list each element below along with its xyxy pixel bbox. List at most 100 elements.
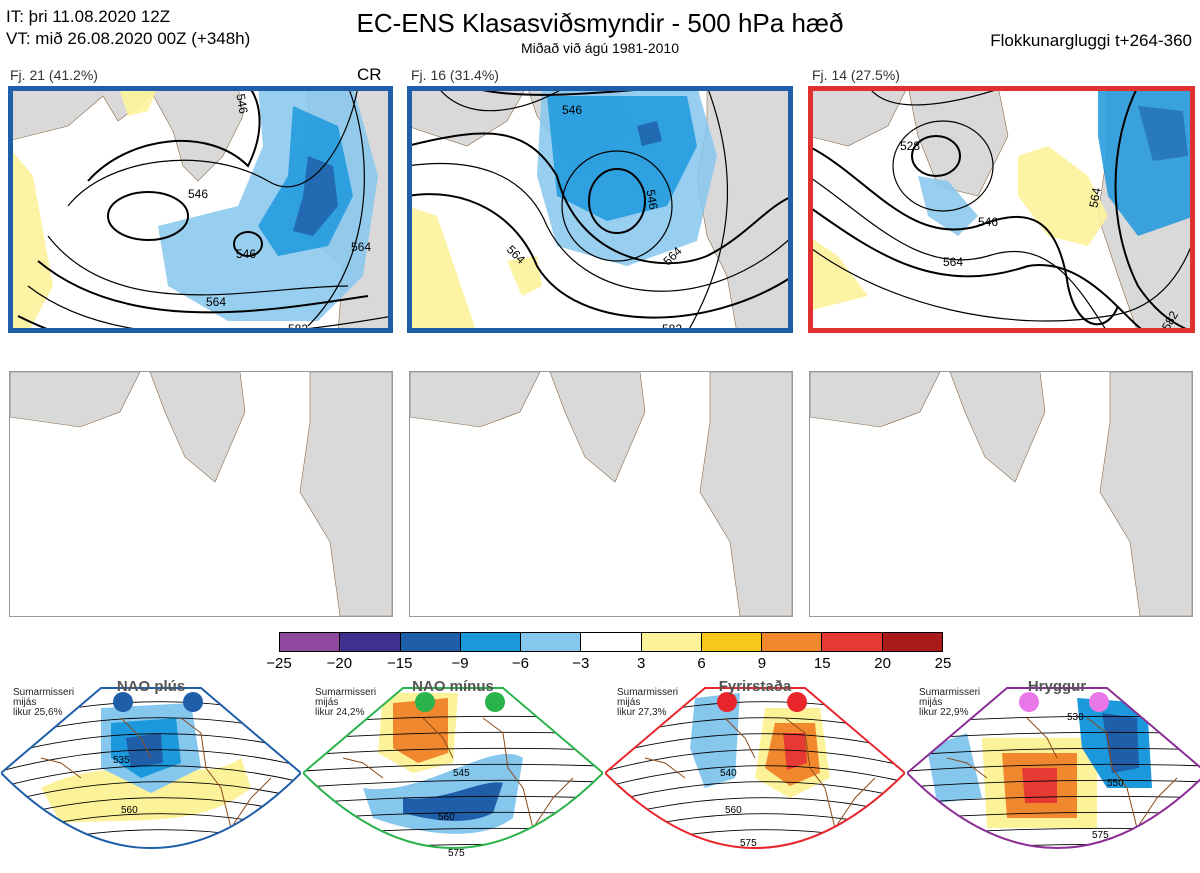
contour-label: 575 (448, 848, 465, 859)
color-scale-swatch (640, 633, 701, 651)
regime-info-prob: likur 24,2% (315, 707, 365, 718)
color-scale-tick-label: 3 (637, 655, 646, 672)
regime-panel: 530 550 575 Hryggur Sumarmisseri mijás likur 2… (905, 678, 1200, 868)
height-contour (907, 779, 1200, 788)
contour-label-1f: 582 (288, 322, 308, 333)
color-scale-tick-label: −9 (451, 655, 469, 672)
header-left: IT: þri 11.08.2020 12Z VT: mið 26.08.202… (6, 6, 250, 50)
contour-label: 550 (1107, 778, 1124, 789)
cluster-2-frame (407, 86, 793, 333)
coastline (342, 717, 574, 830)
color-scale-swatch (821, 633, 882, 651)
regime-info-mean: mijás (13, 697, 37, 708)
anomaly-shading (126, 733, 163, 768)
regime-info-mean: mijás (315, 697, 339, 708)
regime-map: 545 560 575 (301, 687, 605, 859)
contour-label-2b: 546 (643, 188, 660, 210)
anomaly-shading (690, 693, 740, 788)
regime-panel: 545 560 575 NAO mínus Sumarmisseri mijás likur… (301, 678, 605, 868)
page-title: EC-ENS Klasasviðsmyndir - 500 hPa hæð (356, 8, 844, 38)
regime-info: Sumarmisseri mijás likur 22,9% (919, 688, 980, 718)
contour-label-3b: 546 (978, 215, 998, 229)
height-contour (1, 781, 301, 804)
contour-label-1c: 546 (233, 93, 250, 115)
page-subtitle: Miðað við ágú 1981-2010 (520, 40, 679, 56)
color-scale-tick-label: −6 (511, 655, 529, 672)
regime-panel: 540 560 575 Fyrirstaða Sumarmisseri mijás liku… (603, 678, 907, 868)
cluster-2-label: Fj. 16 (31.4%) (411, 67, 499, 83)
height-contour (907, 747, 1200, 756)
regime-title: Hryggur (1027, 678, 1087, 695)
color-scale-swatch (520, 633, 581, 651)
regime-map: 530 550 575 (905, 687, 1200, 849)
anomaly-shading (1102, 713, 1139, 773)
height-contour (605, 749, 905, 772)
regime-dot (1019, 692, 1039, 712)
color-scale-swatch (280, 633, 340, 651)
regime-map: 535 560 (0, 687, 303, 849)
cluster-2-map: 546 546 564 564 582 (407, 86, 793, 333)
color-scale-swatch (580, 633, 641, 651)
valid-time: VT: mið 26.08.2020 00Z (+348h) (6, 29, 251, 48)
cluster-1-label: Fj. 21 (41.2%) (10, 67, 98, 83)
cluster-3-frame (808, 86, 1195, 333)
regime-border (301, 687, 605, 849)
regime-dot (113, 692, 133, 712)
regime-info: Sumarmisseri mijás likur 24,2% (315, 688, 376, 718)
contour-label-1d: 564 (206, 295, 226, 309)
height-contour (907, 763, 1200, 772)
height-contour (605, 733, 905, 756)
color-scale-tick-label: 6 (697, 655, 706, 672)
regime-dot (183, 692, 203, 712)
contour-label: 535 (113, 755, 130, 766)
regime-info-mean: mijás (617, 697, 641, 708)
color-scale-swatch (881, 633, 942, 651)
height-contour (1, 765, 301, 788)
color-scale-tick-label: 15 (813, 655, 831, 672)
cluster-1-cr: CR (357, 65, 382, 84)
regime-border (905, 687, 1200, 849)
regime-border (0, 687, 303, 849)
regime-info-season: Sumarmisseri (617, 687, 679, 698)
cluster-3-label: Fj. 14 (27.5%) (812, 67, 900, 83)
height-contour (605, 781, 905, 804)
coastline (946, 717, 1178, 830)
color-scale-tick-label: 20 (874, 655, 891, 672)
anomaly-shading (783, 733, 807, 770)
height-contour (907, 795, 1200, 804)
height-contour (303, 779, 603, 788)
regime-dot (415, 692, 435, 712)
contour-label: 575 (1092, 830, 1109, 841)
contour-label: 560 (121, 805, 138, 816)
contour-label-1b: 546 (236, 247, 256, 261)
regime-info-season: Sumarmisseri (13, 687, 75, 698)
regime-border (603, 687, 907, 849)
empty-map-3 (809, 371, 1193, 617)
height-contour (303, 763, 603, 772)
regime-title: NAO mínus (412, 678, 494, 695)
regime-panel: 535 560 NAO plús Sumarmisseri mijás likur 25,… (0, 678, 303, 868)
contour-label-1e: 564 (351, 240, 371, 254)
regime-dot (787, 692, 807, 712)
regime-title: NAO plús (116, 678, 186, 695)
regime-info-prob: likur 22,9% (919, 707, 969, 718)
cluster-1-frame (8, 86, 393, 333)
height-contour (1, 749, 301, 772)
contour-label: 560 (438, 812, 455, 823)
contour-label: 545 (453, 768, 470, 779)
regime-info: Sumarmisseri mijás likur 25,6% (13, 688, 74, 718)
color-scale-tick-label: 25 (934, 655, 952, 672)
regime-info-season: Sumarmisseri (315, 687, 377, 698)
regime-dot (485, 692, 505, 712)
height-contour (303, 795, 603, 804)
contour-label-2e: 582 (662, 322, 682, 333)
color-scale-tick-label: −3 (572, 655, 590, 672)
color-scale-tick-label: −25 (266, 655, 292, 672)
color-scale-swatch (399, 633, 460, 651)
contour-label-3c: 564 (943, 255, 963, 269)
color-scale-swatch (700, 633, 762, 651)
regime-info-prob: likur 25,6% (13, 707, 63, 718)
cluster-window: Flokkunargluggi t+264-360 (990, 31, 1192, 50)
color-scale-bar (279, 632, 943, 652)
anomaly-shading (1022, 768, 1057, 803)
